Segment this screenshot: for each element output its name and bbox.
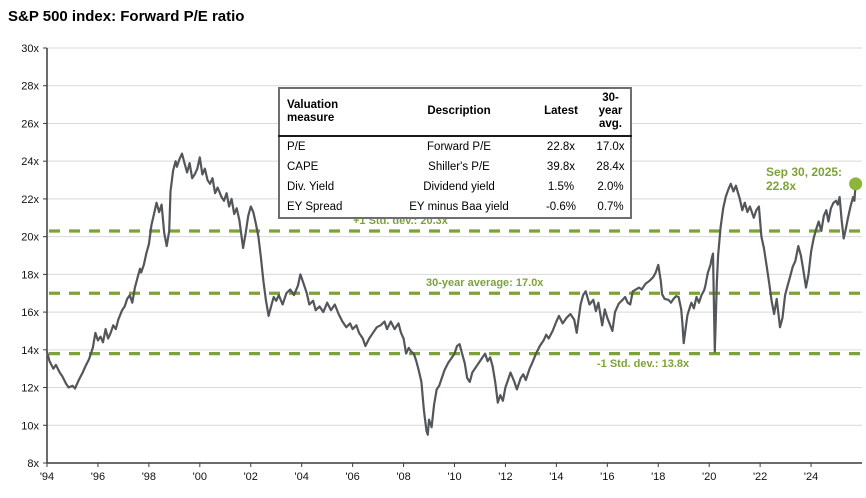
x-tick-label: '08 (396, 471, 410, 483)
row-pe-description: Forward P/E (427, 141, 491, 153)
x-tick-label: '14 (549, 471, 563, 483)
row-cape-measure: CAPE (287, 161, 319, 173)
row-eyspread-measure: EY Spread (287, 201, 343, 213)
x-tick-label: '96 (91, 471, 105, 483)
row-divyield-latest: 1.5% (547, 181, 575, 193)
row-divyield-description: Dividend yield (423, 181, 495, 193)
y-tick-label: 24x (21, 156, 39, 168)
header-valuation-measure: Valuation measure (279, 88, 387, 137)
row-eyspread-description: EY minus Baa yield (409, 201, 509, 213)
x-tick-label: '94 (40, 471, 54, 483)
row-divyield-measure: Div. Yield (287, 181, 335, 193)
x-tick-label: '98 (142, 471, 156, 483)
x-tick-label: '18 (651, 471, 665, 483)
row-pe-avg: 17.0x (596, 141, 625, 153)
row-eyspread-latest: -0.6% (545, 201, 577, 213)
row-cape-latest: 39.8x (546, 161, 576, 173)
y-tick-label: 18x (21, 269, 39, 281)
x-tick-label: '00 (193, 471, 207, 483)
y-tick-label: 12x (21, 383, 39, 395)
forward-pe-line (45, 152, 857, 436)
header-description: Description (387, 88, 531, 137)
x-tick-label: '12 (498, 471, 512, 483)
x-tick-label: '04 (295, 471, 309, 483)
row-eyspread-avg: 0.7% (597, 201, 624, 213)
latest-point-annotation: Sep 30, 2025: 22.8x (766, 165, 842, 193)
x-tick-label: '24 (804, 471, 818, 483)
y-tick-label: 20x (21, 232, 39, 244)
minus1-stddev-label: -1 Std. dev.: 13.8x (597, 358, 690, 370)
table-row: CAPE Shiller's P/E 39.8x 28.4x (279, 157, 631, 177)
row-pe-measure: P/E (287, 141, 306, 153)
table-row: EY Spread EY minus Baa yield -0.6% 0.7% (279, 197, 631, 218)
y-tick-label: 10x (21, 420, 39, 432)
table-row: P/E Forward P/E 22.8x 17.0x (279, 136, 631, 157)
x-tick-label: '10 (447, 471, 461, 483)
x-tick-label: '20 (702, 471, 716, 483)
row-divyield-avg: 2.0% (597, 181, 624, 193)
y-tick-label: 8x (27, 458, 39, 470)
x-tick-label: '02 (244, 471, 258, 483)
header-latest: Latest (531, 88, 591, 137)
row-pe-latest: 22.8x (546, 141, 576, 153)
table-header-row: Valuation measure Description Latest 30-… (279, 88, 631, 137)
header-30yr-avg: 30-year avg. (591, 88, 631, 137)
annotation-value: 22.8x (766, 179, 797, 193)
y-tick-label: 14x (21, 345, 39, 357)
y-tick-label: 30x (21, 43, 39, 55)
page-title: S&P 500 index: Forward P/E ratio (8, 8, 245, 25)
table-row: Div. Yield Dividend yield 1.5% 2.0% (279, 177, 631, 197)
row-cape-avg: 28.4x (596, 161, 625, 173)
y-tick-label: 28x (21, 81, 39, 93)
latest-point-dot (849, 177, 863, 191)
row-cape-description: Shiller's P/E (428, 161, 490, 173)
x-tick-label: '06 (345, 471, 359, 483)
y-tick-label: 16x (21, 307, 39, 319)
x-tick-label: '22 (753, 471, 767, 483)
annotation-date: Sep 30, 2025: (766, 165, 843, 179)
y-tick-label: 26x (21, 118, 39, 130)
y-tick-label: 22x (21, 194, 39, 206)
x-tick-label: '16 (600, 471, 614, 483)
valuation-table: Valuation measure Description Latest 30-… (278, 87, 632, 219)
30yr-average-label: 30-year average: 17.0x (426, 277, 544, 289)
